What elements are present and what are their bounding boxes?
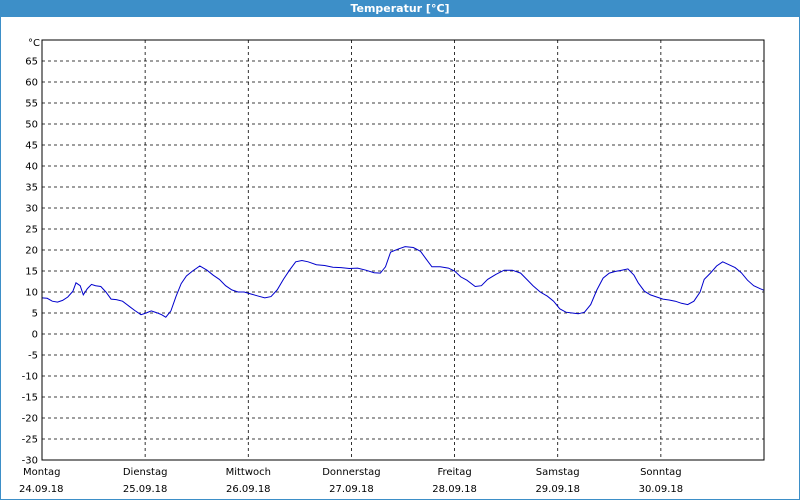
x-tick-weekday-label: Sonntag	[640, 467, 682, 478]
temperature-chart: -30 -25 -20 -15 -10 -5 0 5 10 15 20 25 30 35 40 45 50 55 6…	[19, 38, 765, 495]
y-tick-label: 15	[25, 267, 38, 278]
chart-panel: -30 -25 -20 -15 -10 -5 0 5 10 15 20 25 30 35 40 45 50 55 6…	[0, 17, 800, 500]
x-tick-weekday-label: Donnerstag	[322, 467, 380, 478]
x-axis-ticks: Montag 24.09.18 Dienstag 25.09.18 Mittwoch 26…	[19, 467, 683, 495]
y-tick-label: -30	[22, 456, 38, 467]
y-tick-label: 65	[25, 57, 38, 68]
y-tick-label: 25	[25, 225, 38, 236]
x-tick-weekday-label: Samstag	[536, 467, 580, 478]
x-tick-weekday-label: Montag	[23, 467, 60, 478]
x-tick-date-label: 26.09.18	[226, 484, 271, 495]
x-tick-date-label: 28.09.18	[432, 484, 477, 495]
y-tick-label: 0	[32, 330, 38, 341]
y-tick-label: -10	[22, 372, 38, 383]
y-tick-label: 10	[25, 288, 38, 299]
y-tick-label: 40	[25, 162, 38, 173]
y-axis-ticks: -30 -25 -20 -15 -10 -5 0 5 10 15 20 25 30 35 40 45 50 55 6…	[22, 57, 38, 467]
y-tick-label: 50	[25, 120, 38, 131]
x-tick-date-label: 27.09.18	[329, 484, 374, 495]
y-tick-label: 55	[25, 99, 38, 110]
x-tick-date-label: 29.09.18	[535, 484, 580, 495]
x-tick-weekday-label: Dienstag	[123, 467, 168, 478]
y-tick-label: 35	[25, 183, 38, 194]
y-tick-label: -5	[28, 351, 38, 362]
plot-frame	[41, 39, 765, 461]
x-tick-weekday-label: Freitag	[437, 467, 471, 478]
y-tick-label: 20	[25, 246, 38, 257]
y-tick-label: 5	[32, 309, 38, 320]
y-tick-label: -15	[22, 393, 38, 404]
x-tick-date-label: 30.09.18	[639, 484, 684, 495]
x-tick-date-label: 25.09.18	[123, 484, 168, 495]
y-tick-label: 45	[25, 141, 38, 152]
grid	[42, 40, 764, 460]
y-tick-label: -25	[22, 435, 38, 446]
x-tick-weekday-label: Mittwoch	[226, 467, 271, 478]
y-tick-label: 60	[25, 78, 38, 89]
y-tick-label: 30	[25, 204, 38, 215]
temperature-series-line	[41, 246, 765, 318]
chart-title: Temperatur [°C]	[0, 0, 800, 17]
y-axis-unit-label: °C	[28, 38, 40, 49]
y-tick-label: -20	[22, 414, 38, 425]
x-tick-date-label: 24.09.18	[19, 484, 64, 495]
